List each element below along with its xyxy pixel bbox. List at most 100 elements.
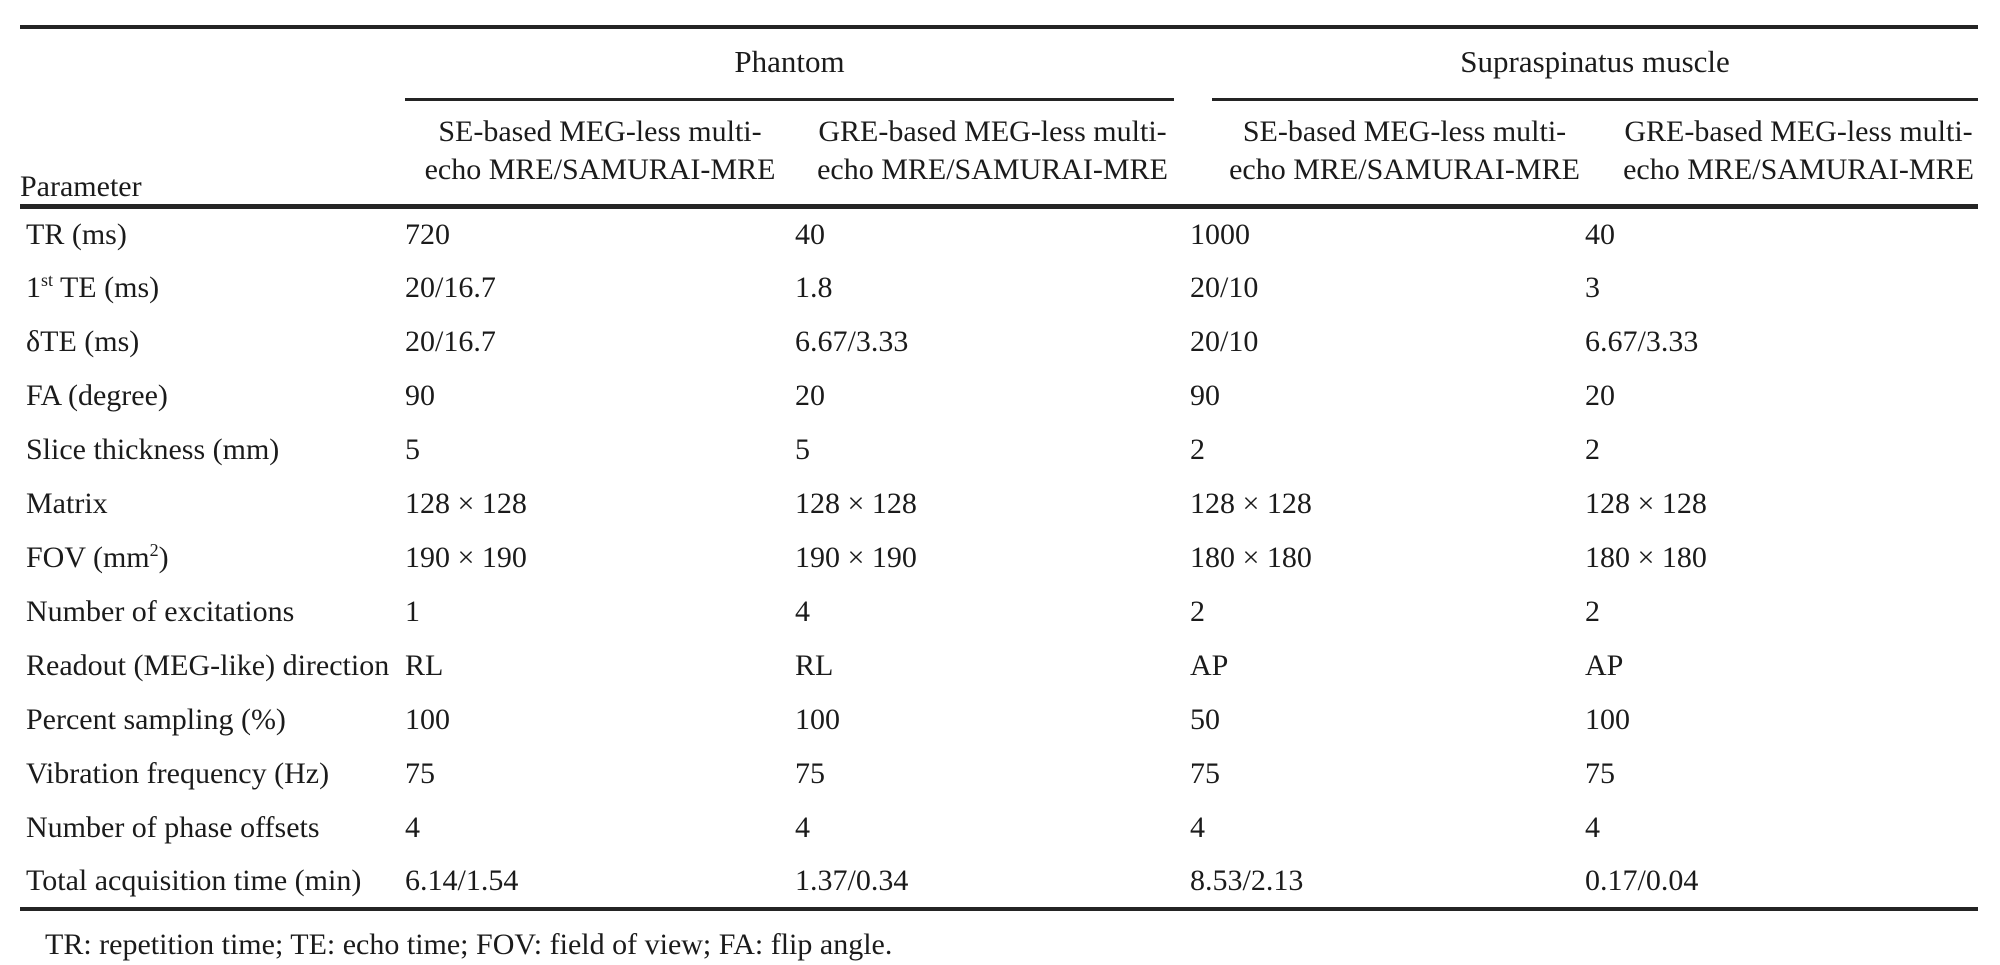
cell-phantom-se: 100 xyxy=(405,702,450,736)
row-label: TR (ms) xyxy=(20,207,405,261)
cell-muscle-gre: 2 xyxy=(1585,432,1601,466)
cell-muscle-gre: 0.17/0.04 xyxy=(1585,863,1699,897)
cell-phantom-se: 128 × 128 xyxy=(405,486,527,520)
row-label-text: Number of excitations xyxy=(26,594,295,628)
table-row-excitations: Number of excitations 1 4 2 2 xyxy=(20,585,1978,639)
table-row-phase-offsets: Number of phase offsets 4 4 4 4 xyxy=(20,801,1978,855)
column-header-muscle-gre: GRE-based MEG-less multi- echo MRE/SAMUR… xyxy=(1585,101,1979,209)
cell-phantom-gre: 40 xyxy=(795,217,825,251)
table-row-vibration-frequency: Vibration frequency (Hz) 75 75 75 75 xyxy=(20,747,1978,801)
table-row-fov: FOV (mm2) 190 × 190 190 × 190 180 × 180 … xyxy=(20,531,1978,585)
cell-phantom-gre: 6.67/3.33 xyxy=(795,324,909,358)
row-label: Total acquisition time (min) xyxy=(20,855,405,909)
row-label-text-post: ) xyxy=(158,540,169,574)
cell-phantom-se: 1 xyxy=(405,594,420,628)
cell-phantom-gre: 190 × 190 xyxy=(795,540,917,574)
cell-muscle-gre: 40 xyxy=(1585,217,1616,251)
column-header-phantom-se: SE-based MEG-less multi- echo MRE/SAMURA… xyxy=(405,101,795,209)
cell-phantom-gre: RL xyxy=(795,648,834,682)
cell-phantom-se: 720 xyxy=(405,217,450,251)
column-header-line1: SE-based MEG-less multi- xyxy=(1242,115,1567,148)
cell-phantom-se: 20/16.7 xyxy=(405,324,496,358)
table-footnote: TR: repetition time; TE: echo time; FOV:… xyxy=(45,927,893,961)
row-label: Number of excitations xyxy=(20,585,405,639)
row-label-text: δTE (ms) xyxy=(26,324,140,358)
row-label-text: Slice thickness (mm) xyxy=(26,432,280,466)
cell-muscle-gre: 2 xyxy=(1585,594,1601,628)
group-header-row: Parameter Phantom Supraspinatus muscle xyxy=(20,27,1979,209)
row-label-text: TR (ms) xyxy=(26,217,127,251)
table-row-slice-thickness: Slice thickness (mm) 5 5 2 2 xyxy=(20,423,1978,477)
cell-muscle-se: 75 xyxy=(1190,756,1221,790)
cell-phantom-gre: 75 xyxy=(795,756,825,790)
cell-phantom-se: 90 xyxy=(405,378,435,412)
cell-muscle-gre: 128 × 128 xyxy=(1585,486,1707,520)
table-row-te1: 1st TE (ms) 20/16.7 1.8 20/10 3 xyxy=(20,261,1978,315)
cell-phantom-se: 75 xyxy=(405,756,435,790)
column-header-line1: GRE-based MEG-less multi- xyxy=(1624,115,1973,148)
cell-phantom-gre: 128 × 128 xyxy=(795,486,917,520)
row-label-text: Total acquisition time (min) xyxy=(26,863,362,897)
cell-muscle-se: 1000 xyxy=(1190,217,1251,251)
table-row-percent-sampling: Percent sampling (%) 100 100 50 100 xyxy=(20,693,1978,747)
row-label-text: 1 xyxy=(26,270,41,304)
cell-phantom-gre: 1.8 xyxy=(795,270,833,304)
row-label: 1st TE (ms) xyxy=(20,261,405,315)
cell-phantom-se: RL xyxy=(405,648,444,682)
row-label: Readout (MEG-like) direction xyxy=(20,639,405,693)
cell-muscle-gre: 180 × 180 xyxy=(1585,540,1707,574)
row-label: Vibration frequency (Hz) xyxy=(20,747,405,801)
column-header-phantom-gre: GRE-based MEG-less multi- echo MRE/SAMUR… xyxy=(795,101,1191,209)
cell-phantom-se: 6.14/1.54 xyxy=(405,863,519,897)
row-label: Matrix xyxy=(20,477,405,531)
row-label-superscript: 2 xyxy=(149,539,159,560)
cell-muscle-se: 2 xyxy=(1190,594,1206,628)
cell-muscle-se: 90 xyxy=(1190,378,1221,412)
cell-phantom-gre: 5 xyxy=(795,432,810,466)
table-row-fa: FA (degree) 90 20 90 20 xyxy=(20,369,1978,423)
row-label: Percent sampling (%) xyxy=(20,693,405,747)
cell-muscle-gre: 75 xyxy=(1585,756,1616,790)
cell-phantom-gre: 20 xyxy=(795,378,825,412)
column-header-line2: echo MRE/SAMURAI-MRE xyxy=(1623,153,1974,186)
row-label-text: FA (degree) xyxy=(26,378,168,412)
row-label-text: Number of phase offsets xyxy=(26,810,320,844)
cell-phantom-se: 4 xyxy=(405,810,420,844)
row-label-text: Vibration frequency (Hz) xyxy=(26,756,330,790)
column-header-line1: SE-based MEG-less multi- xyxy=(438,115,762,148)
cell-muscle-gre: 6.67/3.33 xyxy=(1585,324,1699,358)
column-header-line2: echo MRE/SAMURAI-MRE xyxy=(817,153,1168,186)
row-label: FA (degree) xyxy=(20,369,405,423)
table-row-acquisition-time: Total acquisition time (min) 6.14/1.54 1… xyxy=(20,855,1978,909)
group-header-supraspinatus-label: Supraspinatus muscle xyxy=(1212,29,1979,101)
row-label: FOV (mm2) xyxy=(20,531,405,585)
cell-muscle-gre: AP xyxy=(1585,648,1624,682)
cell-muscle-se: 128 × 128 xyxy=(1190,486,1312,520)
cell-muscle-gre: 20 xyxy=(1585,378,1616,412)
cell-muscle-se: 2 xyxy=(1190,432,1206,466)
row-label-text-post: TE (ms) xyxy=(53,270,160,304)
column-header-line1: GRE-based MEG-less multi- xyxy=(818,115,1167,148)
acquisition-parameters-table: Parameter Phantom Supraspinatus muscle S… xyxy=(20,25,1979,911)
row-label-text: Readout (MEG-like) direction xyxy=(26,648,390,682)
cell-muscle-gre: 4 xyxy=(1585,810,1601,844)
group-header-phantom: Phantom xyxy=(405,27,1190,101)
cell-phantom-gre: 1.37/0.34 xyxy=(795,863,909,897)
row-label-text: Percent sampling (%) xyxy=(26,702,286,736)
row-label-superscript: st xyxy=(41,269,54,290)
cell-muscle-se: 180 × 180 xyxy=(1190,540,1312,574)
cell-muscle-se: 4 xyxy=(1190,810,1206,844)
table-row-readout-direction: Readout (MEG-like) direction RL RL AP AP xyxy=(20,639,1978,693)
column-header-muscle-se: SE-based MEG-less multi- echo MRE/SAMURA… xyxy=(1190,101,1586,209)
table-row-matrix: Matrix 128 × 128 128 × 128 128 × 128 128… xyxy=(20,477,1978,531)
cell-phantom-gre: 4 xyxy=(795,594,810,628)
cell-muscle-se: 50 xyxy=(1190,702,1221,736)
cell-muscle-se: 20/10 xyxy=(1190,270,1259,304)
column-header-line2: echo MRE/SAMURAI-MRE xyxy=(1229,153,1580,186)
row-label: δTE (ms) xyxy=(20,315,405,369)
cell-muscle-gre: 100 xyxy=(1585,702,1631,736)
table-row-dte: δTE (ms) 20/16.7 6.67/3.33 20/10 6.67/3.… xyxy=(20,315,1978,369)
cell-muscle-se: AP xyxy=(1190,648,1229,682)
cell-phantom-gre: 4 xyxy=(795,810,810,844)
